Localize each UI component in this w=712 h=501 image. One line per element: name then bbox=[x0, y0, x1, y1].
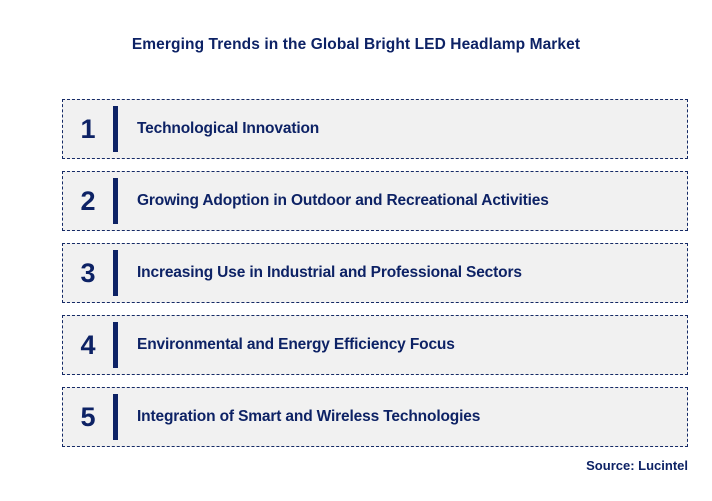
trend-label: Growing Adoption in Outdoor and Recreati… bbox=[137, 192, 549, 209]
trend-number: 5 bbox=[80, 401, 96, 432]
divider-bar bbox=[113, 178, 118, 224]
source-attribution: Source: Lucintel bbox=[586, 458, 688, 473]
trend-item-5: 5 Integration of Smart and Wireless Tech… bbox=[62, 387, 688, 447]
trend-item-3: 3 Increasing Use in Industrial and Profe… bbox=[62, 243, 688, 303]
trend-list: 1 Technological Innovation 2 Growing Ado… bbox=[62, 99, 688, 447]
trend-label: Technological Innovation bbox=[137, 120, 320, 137]
trend-number: 3 bbox=[80, 257, 96, 288]
trend-item-1: 1 Technological Innovation bbox=[62, 99, 688, 159]
divider-bar bbox=[113, 394, 118, 440]
trend-number: 4 bbox=[80, 329, 96, 360]
divider-bar bbox=[113, 106, 118, 152]
trend-label: Integration of Smart and Wireless Techno… bbox=[137, 408, 481, 425]
divider-bar bbox=[113, 250, 118, 296]
trend-label: Environmental and Energy Efficiency Focu… bbox=[137, 336, 455, 353]
page-title: Emerging Trends in the Global Bright LED… bbox=[131, 36, 581, 53]
trend-item-4: 4 Environmental and Energy Efficiency Fo… bbox=[62, 315, 688, 375]
trend-number: 1 bbox=[80, 113, 96, 144]
trend-label: Increasing Use in Industrial and Profess… bbox=[137, 264, 522, 281]
trend-item-2: 2 Growing Adoption in Outdoor and Recrea… bbox=[62, 171, 688, 231]
divider-bar bbox=[113, 322, 118, 368]
trend-number: 2 bbox=[80, 185, 96, 216]
